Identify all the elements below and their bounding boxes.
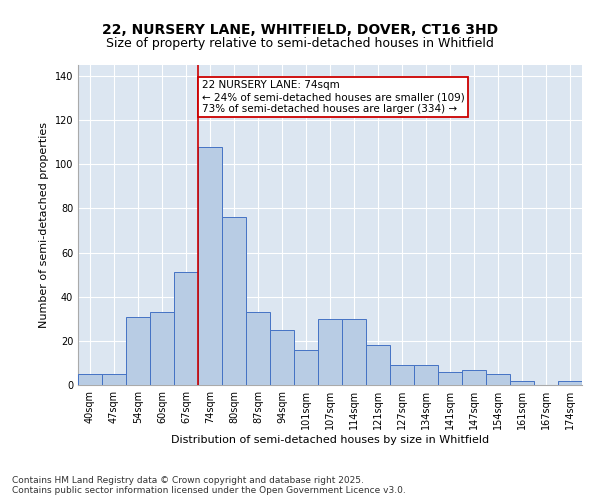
Bar	[414, 365, 438, 385]
X-axis label: Distribution of semi-detached houses by size in Whitfield: Distribution of semi-detached houses by …	[171, 435, 489, 445]
Y-axis label: Number of semi-detached properties: Number of semi-detached properties	[39, 122, 49, 328]
Bar	[222, 218, 246, 385]
Bar	[174, 272, 198, 385]
Bar	[318, 319, 342, 385]
Bar	[510, 380, 534, 385]
Text: Size of property relative to semi-detached houses in Whitfield: Size of property relative to semi-detach…	[106, 38, 494, 51]
Bar	[150, 312, 174, 385]
Bar	[294, 350, 318, 385]
Bar	[342, 319, 366, 385]
Bar	[366, 346, 390, 385]
Text: 22 NURSERY LANE: 74sqm
← 24% of semi-detached houses are smaller (109)
73% of se: 22 NURSERY LANE: 74sqm ← 24% of semi-det…	[202, 80, 464, 114]
Text: 22, NURSERY LANE, WHITFIELD, DOVER, CT16 3HD: 22, NURSERY LANE, WHITFIELD, DOVER, CT16…	[102, 22, 498, 36]
Bar	[246, 312, 270, 385]
Bar	[486, 374, 510, 385]
Bar	[270, 330, 294, 385]
Bar	[198, 146, 222, 385]
Bar	[462, 370, 486, 385]
Bar	[558, 380, 582, 385]
Bar	[438, 372, 462, 385]
Bar	[126, 316, 150, 385]
Bar	[390, 365, 414, 385]
Bar	[78, 374, 102, 385]
Text: Contains HM Land Registry data © Crown copyright and database right 2025.
Contai: Contains HM Land Registry data © Crown c…	[12, 476, 406, 495]
Bar	[102, 374, 126, 385]
